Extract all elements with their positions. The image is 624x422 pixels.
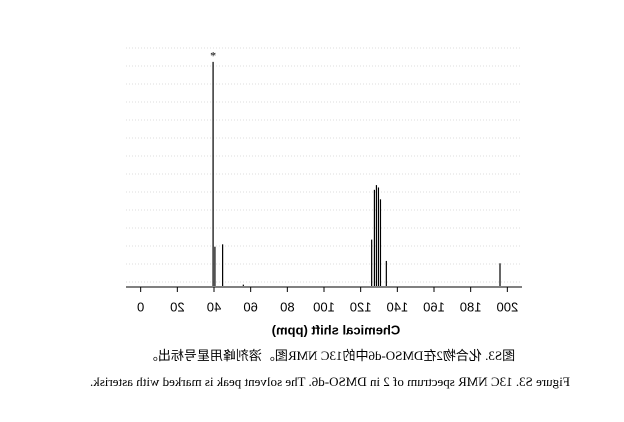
x-tick-label: 120 bbox=[350, 299, 372, 314]
x-tick-label: 0 bbox=[137, 299, 144, 314]
x-tick-label: 60 bbox=[243, 299, 257, 314]
x-tick-label: 140 bbox=[386, 299, 408, 314]
x-tick-label: 160 bbox=[423, 299, 445, 314]
x-tick-label: 20 bbox=[170, 299, 184, 314]
annotation: * bbox=[210, 49, 216, 63]
caption-en: Figure S3. 13C NMR spectrum of 2 in DMSO… bbox=[90, 374, 570, 389]
x-tick-label: 80 bbox=[280, 299, 294, 314]
x-tick-label: 180 bbox=[460, 299, 482, 314]
x-tick-label: 40 bbox=[207, 299, 221, 314]
x-tick-label: 100 bbox=[313, 299, 335, 314]
caption-cn: 图S3. 化合物2在DMSO-d6中的13C NMR图。溶剂峰用星号标出。 bbox=[145, 348, 515, 363]
x-tick-label: 200 bbox=[496, 299, 518, 314]
x-axis-title: Chemical shift (ppm) bbox=[272, 322, 401, 337]
